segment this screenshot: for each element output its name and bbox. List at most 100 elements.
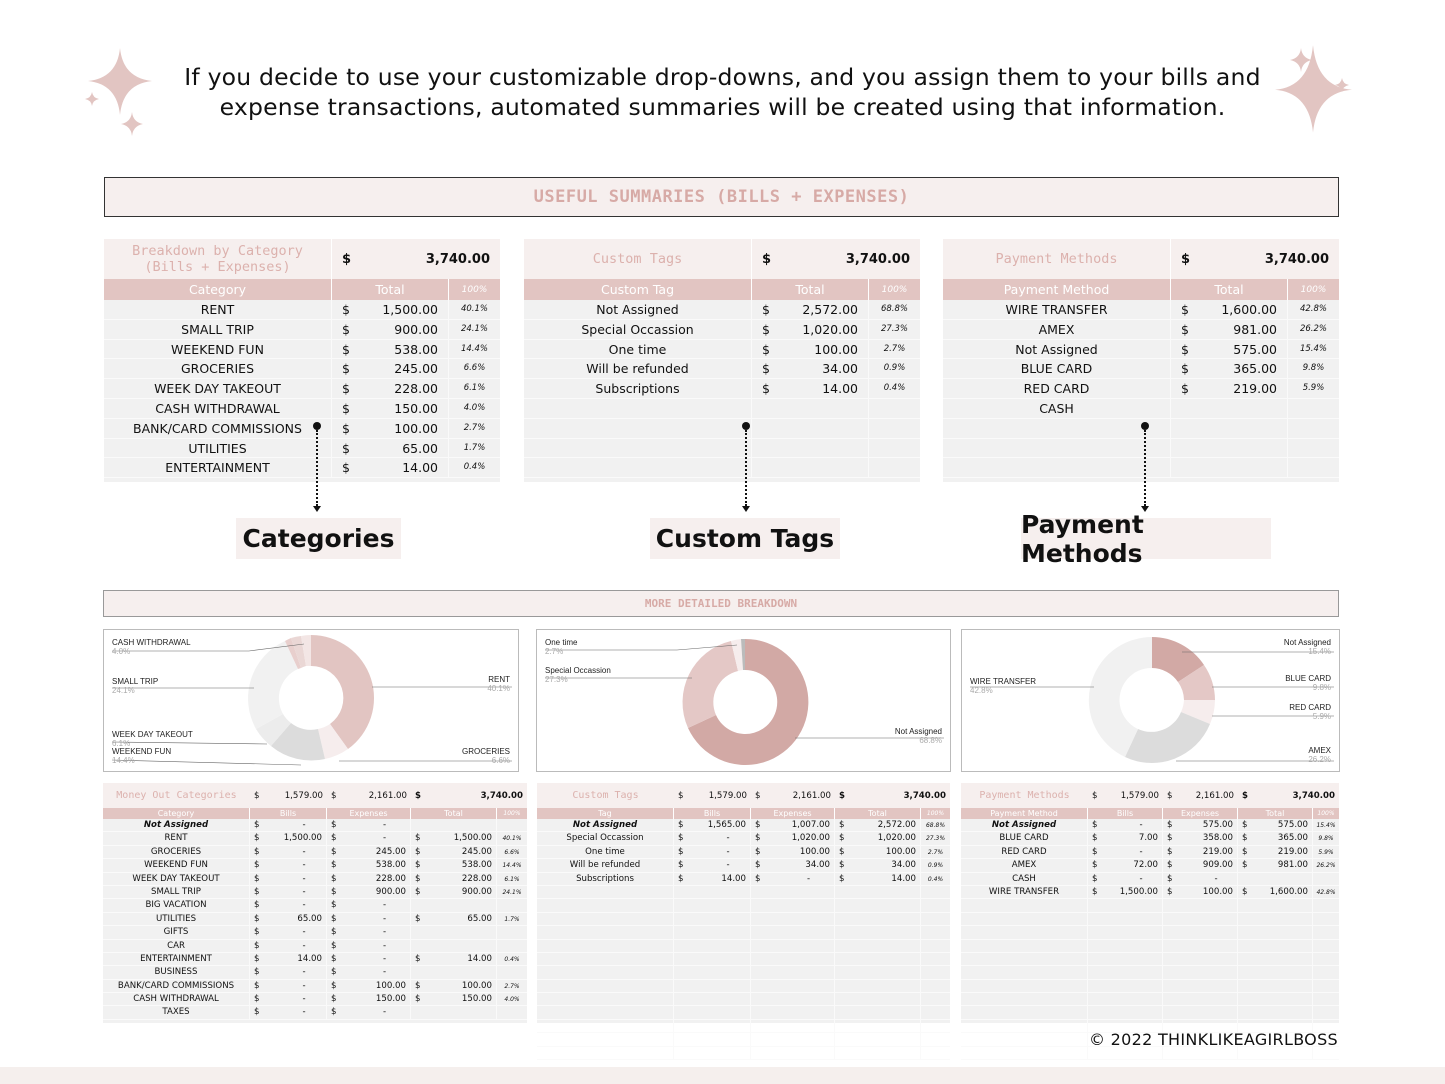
col-header-category: Category <box>104 279 332 300</box>
expenses-total: 2,161.00 <box>792 790 831 801</box>
row-pct: 14.4% <box>502 862 522 870</box>
table-row: TAXES $ - $ - <box>103 1006 527 1020</box>
row-name: SMALL TRIP <box>103 885 250 899</box>
row-expenses: - <box>382 940 387 951</box>
arrow-connector-tags <box>742 422 750 512</box>
row-total: 365.00 <box>1277 833 1308 844</box>
row-name: ENTERTAINMENT <box>103 952 250 966</box>
row-pct: 26.2% <box>1299 323 1327 334</box>
row-name: RED CARD <box>961 845 1088 859</box>
row-name: TAXES <box>103 1006 250 1019</box>
row-expenses: 34.00 <box>805 860 830 871</box>
row-pct: 0.4% <box>883 383 906 394</box>
col-header-total: Total <box>752 279 869 300</box>
row-total: 100.00 <box>461 980 492 991</box>
chart-label-weekend-fun: WEEKEND FUN 14.4% <box>112 747 172 765</box>
table-row: GIFTS $ - $ - <box>103 926 527 940</box>
row-name: CASH <box>961 872 1088 885</box>
label-custom-tags: Custom Tags <box>650 518 840 559</box>
detail-title: Payment Methods <box>979 790 1070 801</box>
table-row: RED CARD $219.00 5.9% <box>943 379 1339 399</box>
grand-total: 3,740.00 <box>480 790 523 801</box>
row-name: Will be refunded <box>524 359 752 379</box>
table-row: WEEKEND FUN $ - $538.00 $538.00 14.4% <box>103 859 527 873</box>
table-row: RED CARD $ - $219.00 $219.00 5.9% <box>961 845 1339 860</box>
empty-row <box>537 926 950 940</box>
row-name <box>524 458 752 478</box>
table-row: One time $ - $100.00 $100.00 2.7% <box>537 845 950 860</box>
category-summary-table: Breakdown by Category (Bills + Expenses) … <box>104 239 500 482</box>
table-row: Subscriptions $14.00 0.4% <box>524 379 920 399</box>
row-expenses: - <box>382 927 387 938</box>
row-bills: - <box>1139 820 1143 830</box>
detail-title: Custom Tags <box>572 790 639 801</box>
row-value: 14.00 <box>402 460 438 476</box>
chart-label-not-assigned: Not Assigned 68.8% <box>894 727 942 745</box>
row-expenses: 150.00 <box>375 994 406 1005</box>
label-payment-methods: Payment Methods <box>1021 510 1271 568</box>
row-pct: 5.9% <box>1318 848 1334 856</box>
table-row: BANK/CARD COMMISSIONS $ - $100.00 $100.00… <box>103 979 527 994</box>
row-value <box>782 419 858 438</box>
col-header: Total <box>835 808 921 819</box>
row-name: BUSINESS <box>103 966 250 979</box>
chart-label-blue-card: BLUE CARD 9.8% <box>1285 674 1331 692</box>
empty-row <box>537 966 950 980</box>
row-expenses: 900.00 <box>375 886 406 897</box>
row-expenses: - <box>382 833 387 844</box>
arrow-connector-categories <box>313 422 321 512</box>
table-row: Not Assigned $ - $ - <box>103 819 527 833</box>
row-value <box>1201 399 1277 418</box>
row-name: AMEX <box>961 859 1088 872</box>
row-name: GROCERIES <box>103 845 250 859</box>
row-pct: 2.7% <box>463 422 486 433</box>
row-name: One time <box>537 845 674 859</box>
custom-tags-detail-table: Custom Tags $1,579.00 $2,161.00 $3,740.0… <box>537 783 950 1061</box>
row-total: 14.00 <box>891 873 916 884</box>
row-bills: - <box>726 833 730 844</box>
row-pct: 6.6% <box>463 363 486 374</box>
row-name: UTILITIES <box>104 438 332 458</box>
row-pct <box>869 399 920 418</box>
col-header-pct: 100% <box>1300 284 1327 295</box>
table-row <box>524 418 920 439</box>
empty-row <box>961 926 1339 940</box>
row-bills: - <box>302 886 306 897</box>
row-pct: 15.4% <box>1299 343 1327 354</box>
row-name: WEEKEND FUN <box>103 859 250 872</box>
table-row: Not Assigned $2,572.00 68.8% <box>524 300 920 320</box>
chart-label-amex: AMEX 26.2% <box>1308 746 1331 764</box>
row-pct: 68.8% <box>925 822 946 829</box>
row-pct: 42.8% <box>1299 304 1327 314</box>
row-bills: - <box>302 860 306 871</box>
row-pct: 0.9% <box>883 363 906 374</box>
row-pct: 0.9% <box>927 862 944 870</box>
table-row: BANK/CARD COMMISSIONS $100.00 2.7% <box>104 418 500 439</box>
row-pct <box>1288 458 1339 477</box>
row-bills: - <box>302 820 306 830</box>
row-bills: - <box>302 994 306 1005</box>
row-expenses: 358.00 <box>1202 833 1233 844</box>
col-header: 100% <box>1317 810 1335 817</box>
row-expenses: - <box>382 913 387 924</box>
row-pct: 40.1% <box>460 304 488 314</box>
row-name: BANK/CARD COMMISSIONS <box>104 418 332 438</box>
table-row: WEEK DAY TAKEOUT $ - $228.00 $228.00 6.1% <box>103 872 527 886</box>
row-bills: - <box>302 900 306 911</box>
row-total: 2,572.00 <box>877 820 916 830</box>
chart-label-small-trip: SMALL TRIP 24.1% <box>112 677 159 695</box>
row-expenses: - <box>382 953 387 964</box>
intro-line-1: If you decide to use your customizable d… <box>184 63 1261 91</box>
col-header: Expenses <box>327 808 411 819</box>
row-total: 981.00 <box>1277 860 1308 871</box>
table-row: GROCERIES $ - $245.00 $245.00 6.6% <box>103 845 527 860</box>
table-row <box>943 418 1339 439</box>
row-total: 575.00 <box>1277 820 1308 830</box>
row-bills: 7.00 <box>1138 833 1158 844</box>
row-pct: 14.4% <box>460 343 488 354</box>
empty-row <box>961 993 1339 1007</box>
chart-label-groceries: GROCERIES 6.6% <box>461 747 510 765</box>
col-header: Bills <box>674 808 751 819</box>
empty-row <box>537 1033 950 1047</box>
row-expenses: 909.00 <box>1202 860 1233 871</box>
